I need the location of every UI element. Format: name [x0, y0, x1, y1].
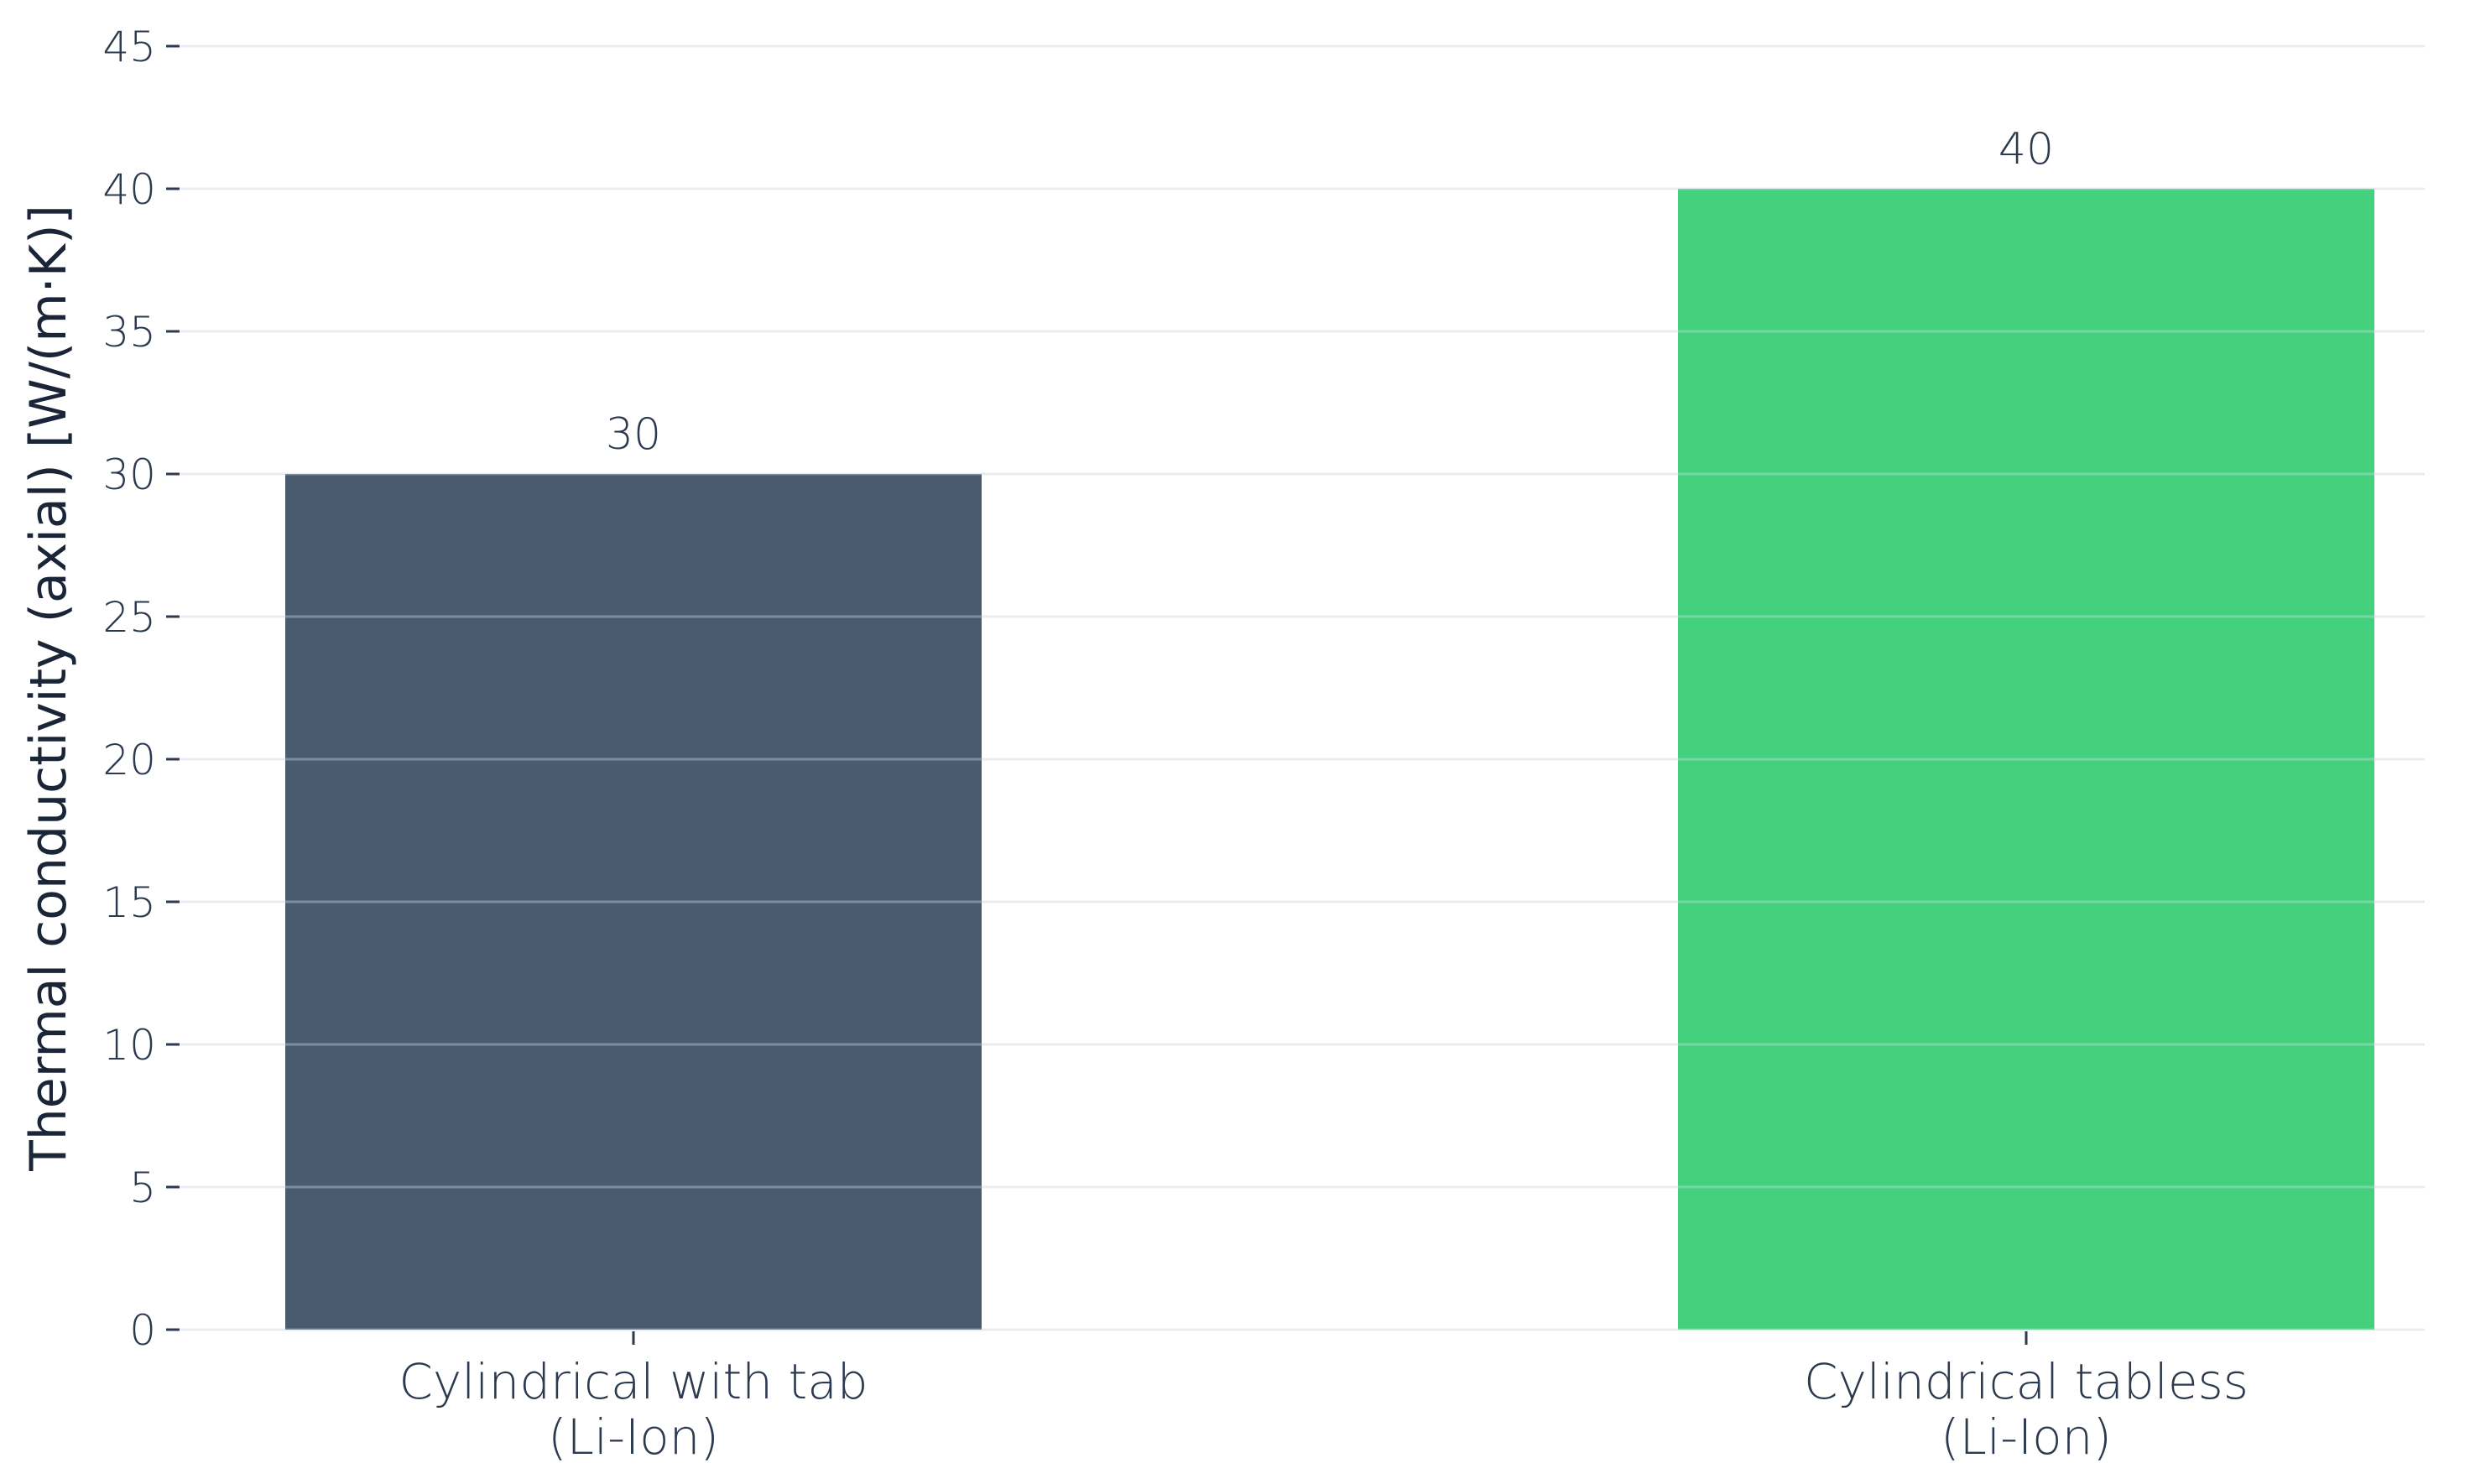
- y-tick-label: 30: [102, 450, 156, 499]
- x-tick-label: Cylindrical with tab (Li-Ion): [399, 1353, 868, 1466]
- y-tick-label: 35: [102, 308, 156, 357]
- bars: [285, 189, 2374, 1330]
- y-tick-label: 15: [102, 878, 156, 927]
- x-tick-label: Cylindrical tabless (Li-Ion): [1804, 1353, 2249, 1466]
- bar-value-label: 40: [1999, 124, 2054, 174]
- y-tick-label: 0: [129, 1306, 156, 1355]
- bar-value-label: 30: [606, 409, 661, 460]
- y-tick-label: 40: [102, 165, 156, 214]
- x-tick-label-line: Cylindrical with tab: [399, 1353, 868, 1410]
- y-tick-label: 5: [129, 1164, 156, 1212]
- y-tick-label: 45: [102, 23, 156, 71]
- y-tick-label: 20: [102, 736, 156, 784]
- x-tick-label-line: Cylindrical tabless: [1804, 1353, 2249, 1410]
- y-axis: 0 5 10 15 20 25 30 35 40 45: [102, 23, 180, 1355]
- value-labels: 30 40: [606, 124, 2054, 460]
- x-tick-label-line: (Li-Ion): [1941, 1408, 2112, 1466]
- y-axis-title: Thermal conductivity (axial) [W/(m·K)]: [19, 205, 78, 1172]
- y-tick-label: 25: [102, 593, 156, 642]
- bar: [285, 474, 982, 1330]
- x-axis: Cylindrical with tab (Li-Ion)Cylindrical …: [399, 1331, 2249, 1466]
- grid-overlay: [180, 44, 2425, 1331]
- y-tick-label: 10: [102, 1021, 156, 1070]
- bar: [1678, 189, 2374, 1330]
- x-tick-label-line: (Li-Ion): [548, 1408, 719, 1466]
